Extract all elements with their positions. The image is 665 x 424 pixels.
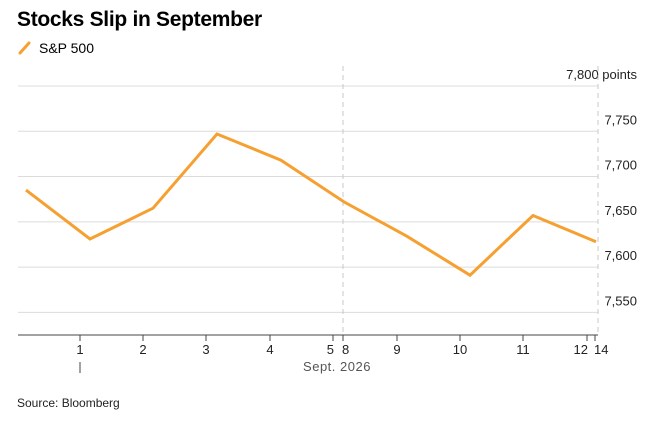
x-tick-label: 12 — [574, 342, 588, 357]
y-tick-label: 7,600 — [604, 248, 637, 263]
y-tick-label: 7,800 points — [566, 67, 637, 82]
x-tick-label: 10 — [453, 342, 467, 357]
y-tick-label: 7,700 — [604, 158, 637, 173]
x-tick-label: 14 — [594, 342, 608, 357]
x-tick-label: 11 — [516, 342, 530, 357]
month-label: Sept. 2026 — [303, 359, 371, 374]
legend-line-swatch — [18, 41, 31, 55]
legend: S&P 500 — [17, 40, 94, 56]
x-tick-label: 5 — [327, 342, 334, 357]
x-tick-label: 9 — [393, 342, 400, 357]
source-note: Source: Bloomberg — [17, 396, 120, 410]
y-tick-label: 7,750 — [604, 112, 637, 127]
x-tick-label: 2 — [139, 342, 146, 357]
x-tick-label: 4 — [266, 342, 273, 357]
legend-label: S&P 500 — [39, 40, 95, 56]
x-tick-label: 1 — [76, 342, 83, 357]
chart-title: Stocks Slip in September — [17, 8, 262, 31]
x-tick-label: 3 — [202, 342, 209, 357]
series-line-sp500 — [25, 132, 597, 278]
y-tick-label: 7,650 — [604, 203, 637, 218]
x-tick-label: 8 — [342, 342, 349, 357]
y-tick-label: 7,550 — [604, 293, 637, 308]
